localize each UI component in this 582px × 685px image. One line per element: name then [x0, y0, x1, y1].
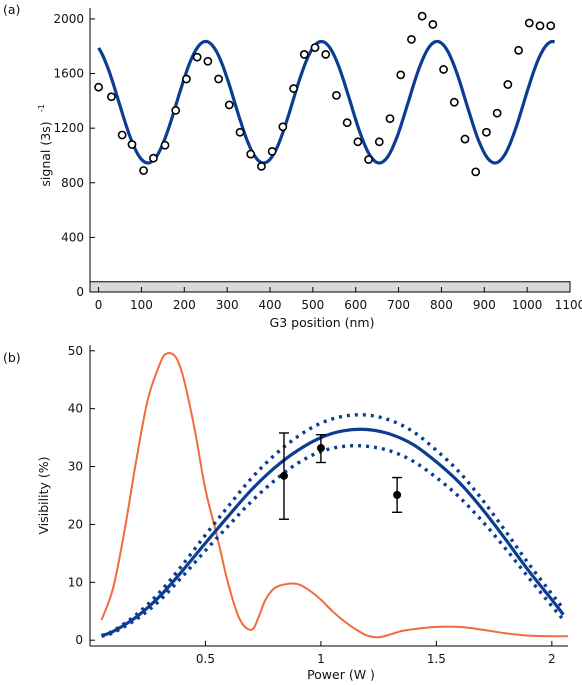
baseline-band [89, 281, 571, 293]
y-tick-label: 400 [61, 230, 84, 244]
confidence-bound-curve [101, 443, 565, 638]
confidence-bound-curve [100, 413, 565, 638]
x-tick-label: 1100 [555, 298, 582, 312]
data-point [278, 122, 288, 132]
y-tick-label: 40 [68, 402, 83, 416]
y-tick-label: 20 [68, 517, 83, 531]
data-point [235, 127, 245, 137]
y-tick-label: 10 [68, 575, 83, 589]
data-point [514, 45, 523, 55]
y-tick-label: 800 [61, 176, 84, 190]
x-tick-label: 800 [430, 298, 453, 312]
y-tick-label: 30 [68, 460, 83, 474]
data-point [299, 50, 309, 59]
data-point [224, 100, 234, 110]
panel-b-label: (b) [3, 350, 21, 365]
data-point [192, 52, 202, 62]
y-tick-label: 50 [68, 344, 83, 358]
data-point [149, 153, 158, 163]
y-tick-label: 0 [75, 633, 83, 647]
data-point [127, 140, 137, 149]
data-point [535, 21, 545, 31]
data-point [321, 50, 331, 59]
data-point [203, 56, 213, 66]
data-point [482, 127, 491, 137]
x-tick-label: 200 [173, 298, 196, 312]
data-point [117, 130, 127, 140]
data-point [546, 21, 556, 31]
x-tick-label: 2 [548, 652, 556, 666]
measured-point [316, 444, 325, 453]
data-point [310, 43, 320, 52]
x-tick-label: 600 [344, 298, 367, 312]
data-point [417, 11, 427, 21]
data-point [214, 74, 223, 84]
y-tick-label: 0 [76, 285, 84, 299]
x-tick-label: 900 [473, 298, 496, 312]
x-tick-label: 1.5 [427, 652, 446, 666]
x-axis-label: G3 position (nm) [270, 315, 375, 330]
data-point [364, 155, 373, 164]
data-point [267, 146, 277, 156]
data-point [160, 140, 170, 150]
panel-a-label: (a) [3, 2, 20, 17]
data-point [385, 114, 395, 123]
data-point [257, 161, 266, 171]
data-point [503, 80, 513, 89]
y-axis-label-superscript: -1 [37, 104, 46, 112]
data-point [471, 167, 481, 177]
measured-point [393, 490, 402, 499]
data-point [407, 35, 416, 44]
data-point [439, 65, 448, 74]
x-tick-label: 100 [130, 298, 153, 312]
x-tick-label: 1000 [512, 298, 543, 312]
panel-a: (a) 0 400 800 1200 1600 2000 0 100 200 300 400 500 60… [3, 2, 582, 330]
data-point [353, 137, 363, 147]
data-point [342, 118, 352, 128]
data-point [171, 106, 181, 115]
y-axis-label: Visibility (%) [36, 457, 51, 535]
measured-point [279, 471, 288, 480]
visibility-fit-curve [100, 427, 565, 638]
data-point [460, 134, 470, 144]
data-point [139, 166, 148, 175]
data-point [428, 19, 438, 29]
x-tick-label: 0.5 [196, 652, 215, 666]
y-tick-label: 1200 [53, 121, 84, 135]
orange-curve [100, 352, 569, 639]
data-point [246, 149, 256, 159]
data-point [492, 108, 502, 118]
x-axis-label: Power (W ) [307, 667, 375, 682]
y-tick-label: 2000 [53, 12, 84, 26]
y-tick-label: 1600 [53, 67, 84, 81]
x-tick-label: 400 [259, 298, 282, 312]
x-tick-label: 300 [216, 298, 239, 312]
panel-b: (b) 0 10 20 30 40 50 0.5 1 1.5 2 Power (W ) Visibili… [3, 344, 569, 682]
data-point [332, 90, 341, 100]
data-point [374, 137, 384, 147]
x-tick-label: 500 [301, 298, 324, 312]
data-point [107, 92, 116, 102]
x-tick-label: 1 [317, 652, 325, 666]
data-point [94, 82, 103, 92]
x-tick-label: 700 [387, 298, 410, 312]
data-point [396, 70, 406, 80]
x-tick-label: 0 [95, 298, 103, 312]
data-point [289, 84, 298, 93]
data-point [524, 18, 534, 28]
data-point [182, 74, 191, 84]
data-point [449, 97, 459, 107]
y-axis-label: signal (3s) [38, 121, 53, 186]
